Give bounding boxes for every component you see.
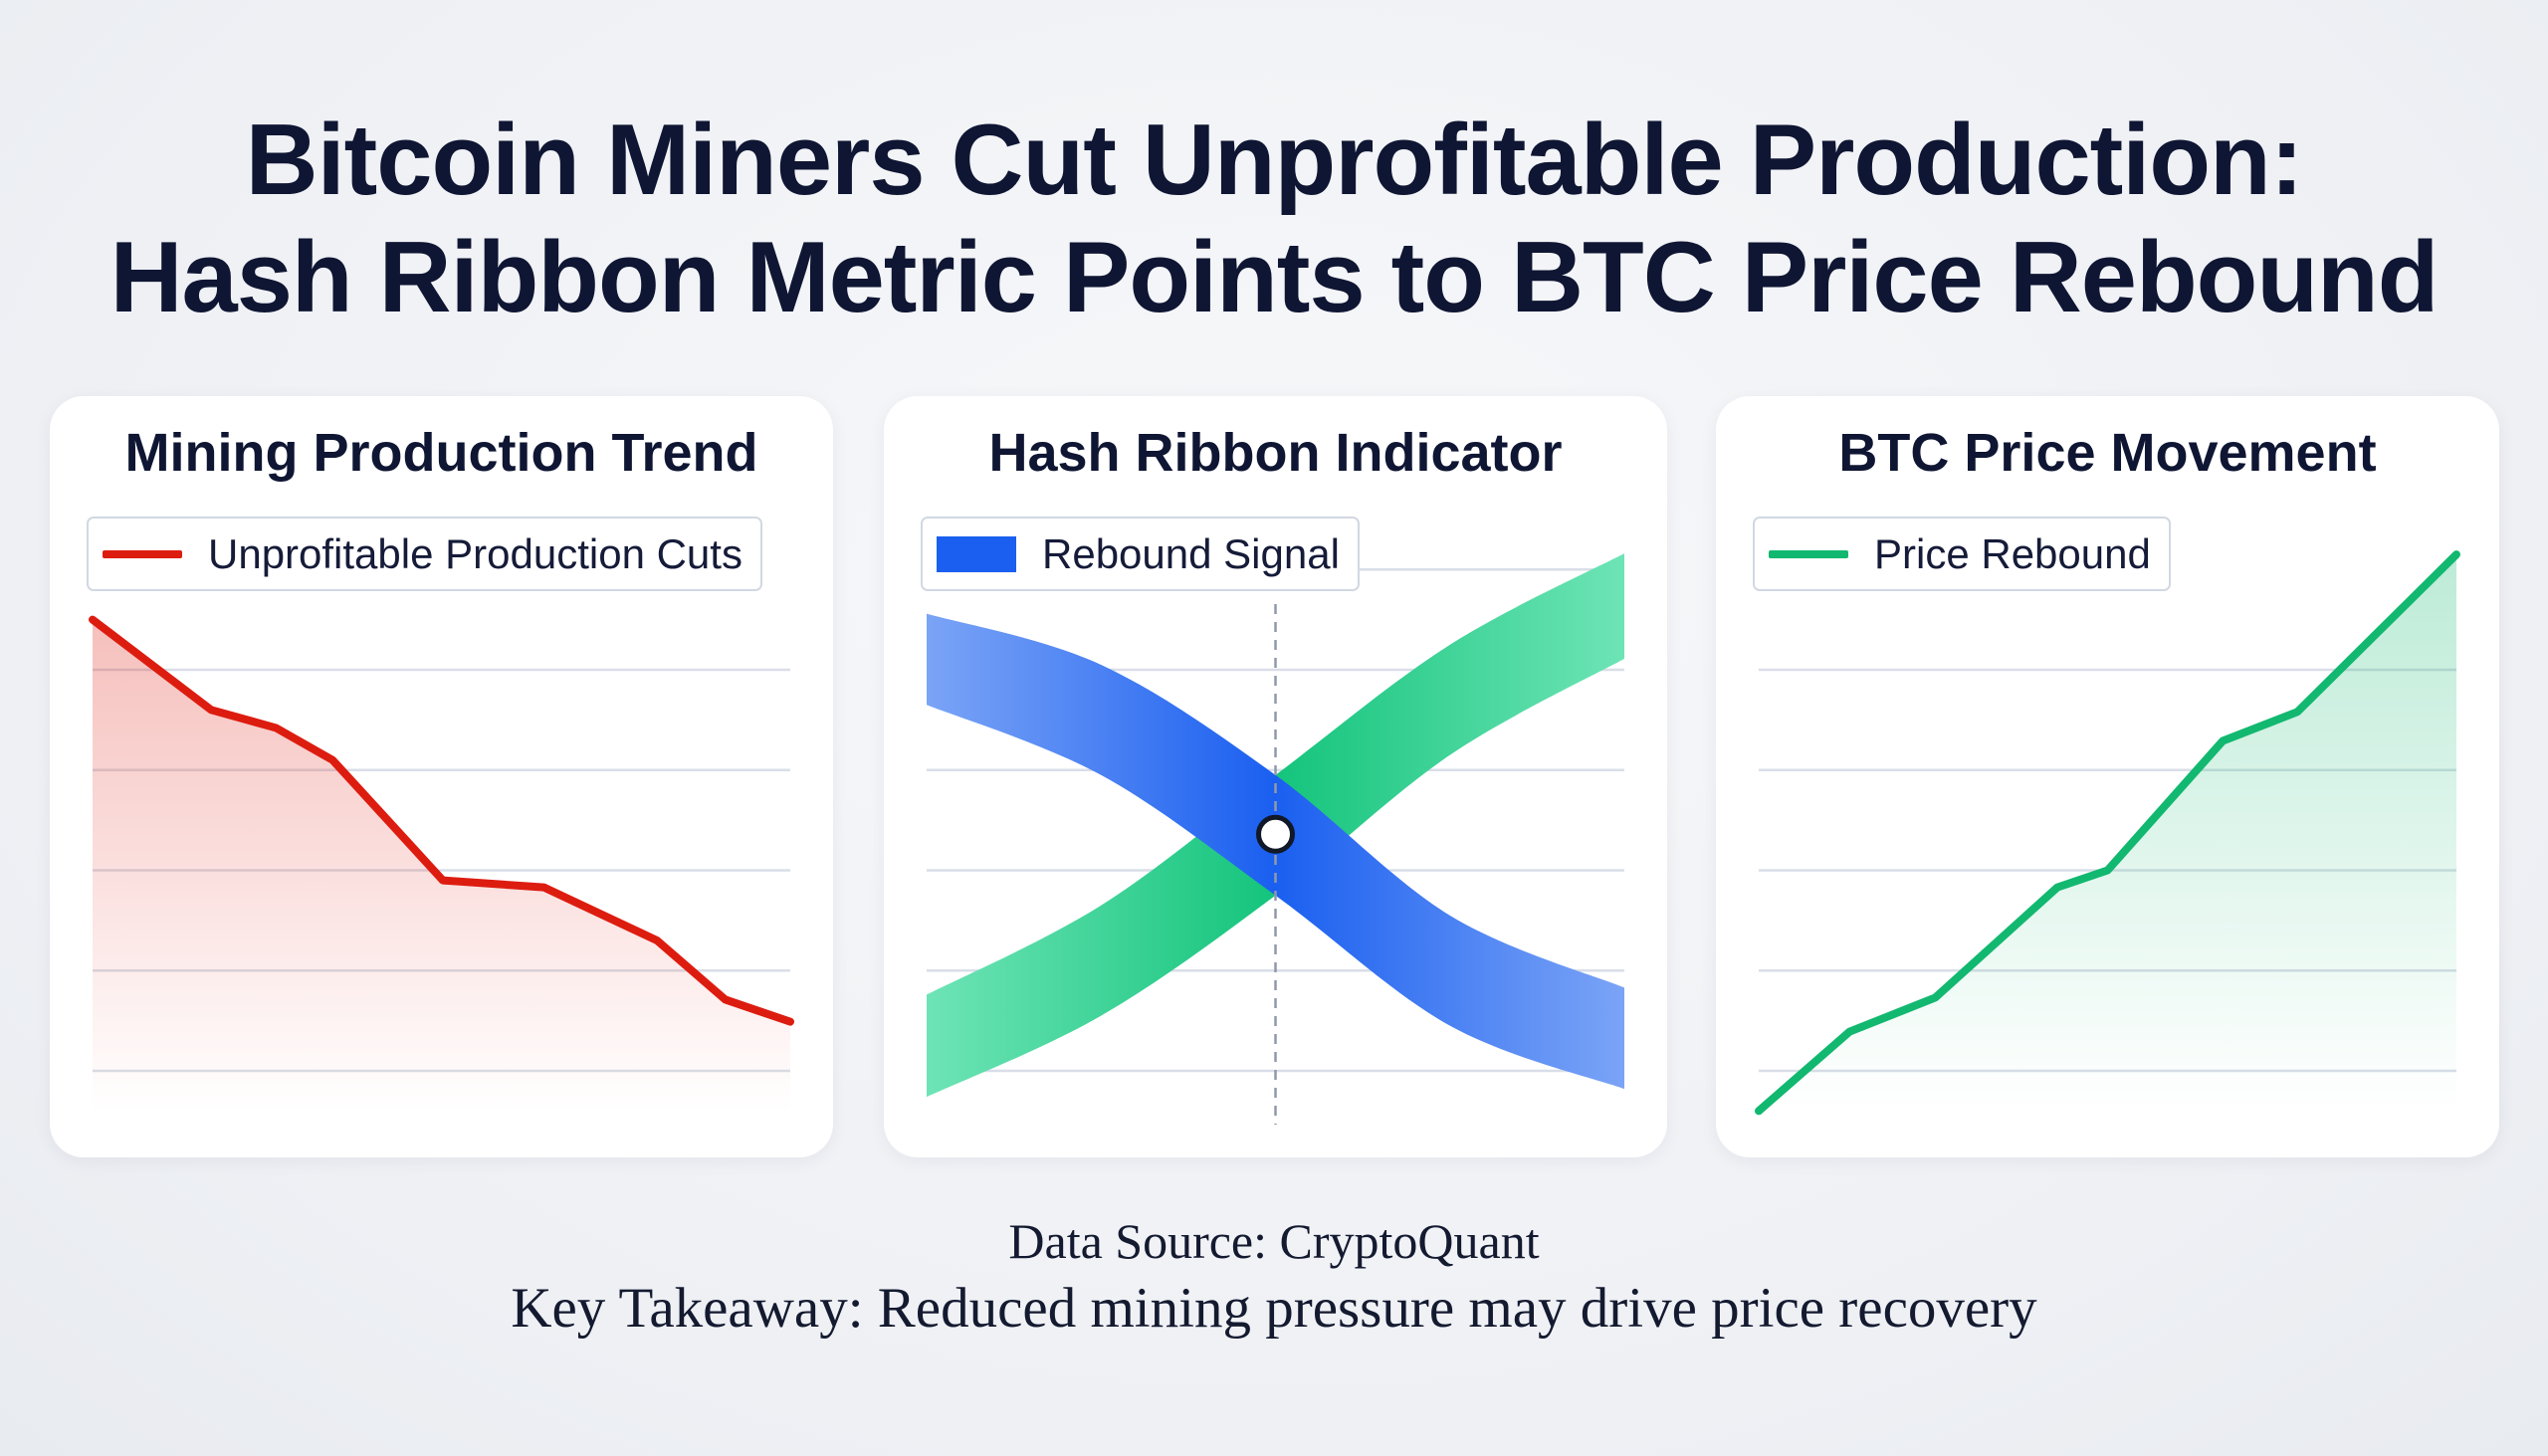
legend-swatch-green-line	[1769, 549, 1848, 558]
page-title-line-1: Bitcoin Miners Cut Unprofitable Producti…	[245, 104, 2304, 216]
series-line	[1755, 550, 2460, 1116]
card-title: Mining Production Trend	[124, 423, 758, 483]
key-takeaway: Key Takeaway: Reduced mining pressure ma…	[511, 1277, 2037, 1340]
data-source: Data Source: CryptoQuant	[1008, 1213, 1540, 1269]
card-title: BTC Price Movement	[1838, 423, 2377, 483]
hash-ribbon-chart	[927, 553, 1624, 1125]
legend-swatch-blue-rect	[937, 535, 1016, 572]
page-title-line-2: Hash Ribbon Metric Points to BTC Price R…	[109, 222, 2440, 333]
legend-swatch-red-line	[103, 549, 182, 558]
legend: Price Rebound	[1753, 517, 2171, 591]
legend-label: Price Rebound	[1874, 529, 2151, 577]
area-fill	[93, 619, 790, 1114]
legend-label: Rebound Signal	[1042, 529, 1340, 577]
hash-ribbon-card: Hash Ribbon Indicator Rebound Signal	[884, 396, 1667, 1157]
legend: Rebound Signal	[921, 517, 1360, 591]
area-fill	[1759, 554, 2456, 1114]
legend-label: Unprofitable Production Cuts	[208, 529, 743, 577]
mining-production-chart	[89, 615, 794, 1114]
mining-production-card: Mining Production Trend Unprofitable Pro…	[50, 396, 833, 1157]
legend: Unprofitable Production Cuts	[87, 517, 762, 591]
btc-price-card: BTC Price Movement Price Rebound	[1716, 396, 2499, 1157]
btc-price-chart	[1755, 550, 2460, 1116]
card-title: Hash Ribbon Indicator	[988, 423, 1563, 483]
crossover-marker	[1256, 814, 1295, 854]
